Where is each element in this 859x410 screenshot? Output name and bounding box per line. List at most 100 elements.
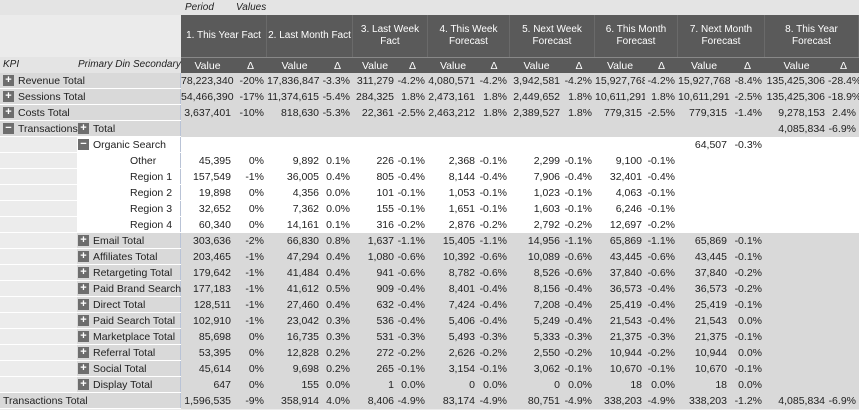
delta-column-header[interactable]: Δ [645,57,678,73]
value-cell: 19,898 [181,185,234,201]
expand-icon[interactable]: + [78,123,89,134]
value-cell: 10,670 [678,361,730,377]
period-header-1[interactable]: 1. This Year Fact [181,15,267,57]
period-field[interactable]: Period [185,2,214,13]
expand-icon[interactable]: + [78,235,89,246]
value-column-header[interactable]: Value [678,57,730,73]
delta-cell [397,121,428,137]
delta-cell: -0.6% [563,249,595,265]
value-cell: 80,751 [510,393,563,409]
value-cell: 22,361 [353,105,397,121]
delta-cell: -4.2% [563,73,595,89]
value-cell [353,121,397,137]
expand-icon[interactable]: + [3,107,14,118]
period-header-5[interactable]: 5. Next Week Forecast [510,15,595,57]
value-cell: 632 [353,297,397,313]
value-cell: 316 [353,217,397,233]
delta-cell: -1% [234,281,267,297]
value-cell: 0 [428,377,478,393]
values-field[interactable]: Values [236,2,267,13]
expand-icon[interactable]: + [78,267,89,278]
dimension-fields[interactable]: Primary Din Secondary [78,59,181,70]
period-header-2[interactable]: 2. Last Month Fact [267,15,353,57]
delta-cell: -6.9% [828,393,859,409]
delta-cell: -0.1% [397,185,428,201]
value-column-header[interactable]: Value [267,57,322,73]
period-header-3[interactable]: 3. Last Week Fact [353,15,428,57]
delta-cell: -0.2% [397,217,428,233]
delta-column-header[interactable]: Δ [397,57,428,73]
expand-icon[interactable]: + [78,299,89,310]
expand-icon[interactable]: + [78,251,89,262]
table-row: + Display Total 647 0% 155 0.0% 1 0.0% 0 0.0% 0 0.0… [0,377,859,393]
delta-cell [234,137,267,153]
delta-column-header[interactable]: Δ [478,57,510,73]
expand-icon[interactable]: + [78,331,89,342]
delta-cell: 0.0% [730,377,765,393]
delta-cell [730,201,765,217]
value-cell: 4,356 [267,185,322,201]
value-column-header[interactable]: Value [428,57,478,73]
value-column-header[interactable]: Value [595,57,645,73]
delta-cell: 0.2% [322,361,353,377]
value-cell [765,201,828,217]
value-cell: 32,401 [595,169,645,185]
value-cell: 9,892 [267,153,322,169]
period-header-8[interactable]: 8. This Year Forecast [765,15,859,57]
delta-column-header[interactable]: Δ [828,57,859,73]
delta-cell [730,169,765,185]
delta-column-header[interactable]: Δ [234,57,267,73]
value-cell: 21,543 [595,313,645,329]
value-cell [765,313,828,329]
value-cell [765,345,828,361]
delta-cell [645,137,678,153]
row-label: Paid Brand Search [93,283,182,295]
table-row: Other 45,395 0% 9,892 0.1% 226 -0.1% 2,368 -0.1%… [0,153,859,169]
expand-icon[interactable]: + [3,75,14,86]
value-column-header[interactable]: Value [510,57,563,73]
expand-icon[interactable]: + [3,91,14,102]
delta-column-header[interactable]: Δ [322,57,353,73]
delta-column-header[interactable]: Δ [730,57,765,73]
expand-icon[interactable]: + [78,363,89,374]
period-header-7[interactable]: 7. Next Month Forecast [678,15,765,57]
kpi-field[interactable]: KPI [3,59,20,70]
value-cell [765,281,828,297]
delta-cell [828,345,859,361]
delta-cell: -1.1% [645,233,678,249]
delta-cell: -5.4% [322,89,353,105]
value-cell [181,121,234,137]
value-cell: 66,830 [267,233,322,249]
value-cell: 2,389,527 [510,105,563,121]
delta-cell [828,313,859,329]
expand-icon[interactable]: + [78,347,89,358]
delta-cell: -0.1% [645,201,678,217]
value-column-header[interactable]: Value [181,57,234,73]
delta-cell: -4.9% [563,393,595,409]
value-cell: 36,005 [267,169,322,185]
period-header-6[interactable]: 6. This Month Forecast [595,15,678,57]
delta-cell [828,233,859,249]
value-cell [678,217,730,233]
value-cell: 2,550 [510,345,563,361]
row-label: Transactions Total [3,395,88,407]
expand-icon[interactable]: + [78,315,89,326]
period-header-4[interactable]: 4. This Week Forecast [428,15,510,57]
value-column-header[interactable]: Value [765,57,828,73]
delta-column-header[interactable]: Δ [563,57,595,73]
expand-icon[interactable]: + [78,283,89,294]
collapse-icon[interactable]: − [3,123,14,134]
value-column-header[interactable]: Value [353,57,397,73]
value-cell: 2,876 [428,217,478,233]
value-cell: 14,956 [510,233,563,249]
value-cell: 1,053 [428,185,478,201]
pivot-field-bar: Period Values [0,0,859,15]
delta-cell: -0.3% [645,329,678,345]
value-cell: 941 [353,265,397,281]
value-cell: 1,596,535 [181,393,234,409]
value-cell: 1 [353,377,397,393]
expand-icon[interactable]: + [78,379,89,390]
collapse-icon[interactable]: − [78,139,89,150]
value-cell: 10,611,291 [678,89,730,105]
delta-cell: -0.1% [730,297,765,313]
